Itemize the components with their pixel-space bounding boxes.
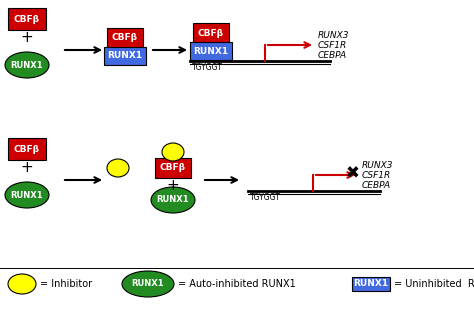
Text: +: +: [167, 178, 179, 193]
Bar: [107, 28, 143, 48]
Text: RUNX1: RUNX1: [193, 46, 228, 56]
Bar: [155, 158, 191, 178]
Text: CSF1R: CSF1R: [318, 41, 347, 51]
Text: = Uninhibited  RUNX1: = Uninhibited RUNX1: [394, 279, 474, 289]
Bar: [190, 42, 232, 60]
Bar: [104, 47, 146, 65]
Text: RUNX1: RUNX1: [11, 191, 43, 199]
Text: CEBPA: CEBPA: [318, 51, 347, 61]
Text: = Inhibitor: = Inhibitor: [40, 279, 92, 289]
Ellipse shape: [122, 271, 174, 297]
Ellipse shape: [8, 274, 36, 294]
Bar: [352, 277, 390, 291]
Text: ✖: ✖: [346, 165, 360, 183]
Text: CBFβ: CBFβ: [112, 33, 138, 42]
Ellipse shape: [151, 187, 195, 213]
Ellipse shape: [107, 159, 129, 177]
Bar: [8, 8, 46, 30]
Text: = Auto-inhibited RUNX1: = Auto-inhibited RUNX1: [178, 279, 296, 289]
Text: RUNX3: RUNX3: [362, 162, 393, 170]
Ellipse shape: [5, 52, 49, 78]
Text: +: +: [21, 160, 33, 175]
Text: CBFβ: CBFβ: [14, 144, 40, 154]
Text: TGYGGT: TGYGGT: [192, 63, 223, 72]
Text: +: +: [21, 31, 33, 46]
Text: RUNX1: RUNX1: [354, 280, 389, 289]
Text: RUNX3: RUNX3: [318, 32, 349, 41]
Ellipse shape: [5, 182, 49, 208]
Bar: [193, 23, 229, 43]
Text: RUNX1: RUNX1: [157, 196, 189, 204]
Text: CBFβ: CBFβ: [160, 163, 186, 173]
Text: CBFβ: CBFβ: [198, 28, 224, 37]
Text: CEBPA: CEBPA: [362, 182, 391, 191]
Text: TGYGGT: TGYGGT: [250, 193, 281, 202]
Bar: [8, 138, 46, 160]
Text: CSF1R: CSF1R: [362, 172, 391, 181]
Text: RUNX1: RUNX1: [108, 51, 143, 61]
Text: RUNX1: RUNX1: [11, 61, 43, 70]
Text: RUNX1: RUNX1: [132, 280, 164, 289]
Ellipse shape: [162, 143, 184, 161]
Text: CBFβ: CBFβ: [14, 14, 40, 23]
